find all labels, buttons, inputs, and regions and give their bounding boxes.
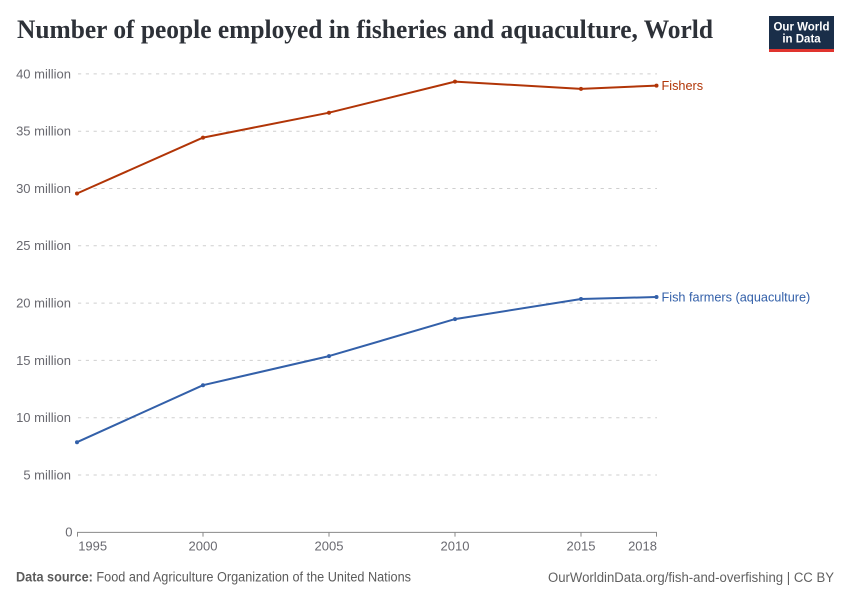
svg-text:0: 0: [65, 525, 72, 540]
svg-text:Fish farmers (aquaculture): Fish farmers (aquaculture): [662, 291, 811, 305]
svg-text:10 million: 10 million: [16, 410, 71, 425]
svg-text:25 million: 25 million: [16, 238, 71, 253]
svg-text:5 million: 5 million: [23, 467, 71, 482]
svg-text:2018: 2018: [628, 539, 657, 554]
svg-text:20 million: 20 million: [16, 296, 71, 311]
svg-text:2015: 2015: [567, 539, 596, 554]
svg-text:2010: 2010: [441, 539, 470, 554]
svg-text:35 million: 35 million: [16, 124, 71, 139]
svg-text:Data source: Food and Agricult: Data source: Food and Agriculture Organi…: [16, 569, 411, 584]
svg-text:Fishers: Fishers: [662, 79, 704, 93]
svg-text:40 million: 40 million: [16, 66, 71, 81]
svg-text:15 million: 15 million: [16, 353, 71, 368]
svg-text:30 million: 30 million: [16, 181, 71, 196]
svg-text:Number of people employed in f: Number of people employed in fisheries a…: [17, 15, 714, 44]
svg-text:2005: 2005: [315, 539, 344, 554]
svg-text:Our World: Our World: [773, 21, 829, 33]
svg-text:in Data: in Data: [782, 34, 821, 46]
svg-text:2000: 2000: [189, 539, 218, 554]
svg-text:1995: 1995: [78, 539, 107, 554]
svg-text:OurWorldinData.org/fish-and-ov: OurWorldinData.org/fish-and-overfishing …: [548, 570, 834, 585]
